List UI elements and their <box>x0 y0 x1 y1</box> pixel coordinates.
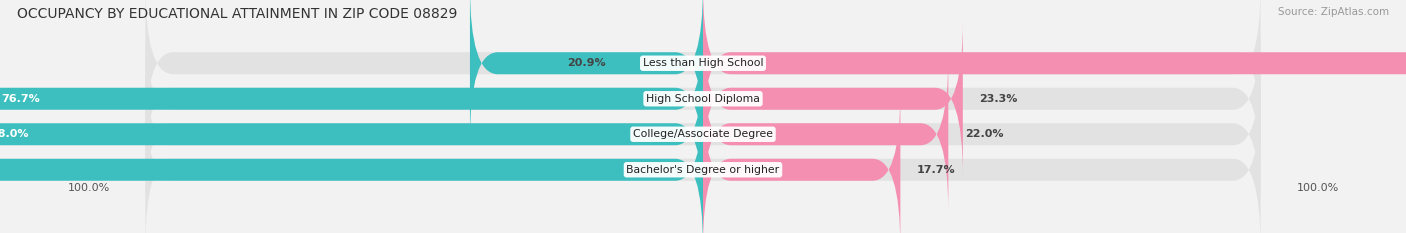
FancyBboxPatch shape <box>0 92 703 233</box>
Text: OCCUPANCY BY EDUCATIONAL ATTAINMENT IN ZIP CODE 08829: OCCUPANCY BY EDUCATIONAL ATTAINMENT IN Z… <box>17 7 457 21</box>
FancyBboxPatch shape <box>703 56 948 212</box>
FancyBboxPatch shape <box>470 0 703 141</box>
Text: 100.0%: 100.0% <box>1296 182 1339 192</box>
Text: Source: ZipAtlas.com: Source: ZipAtlas.com <box>1278 7 1389 17</box>
FancyBboxPatch shape <box>145 92 1261 233</box>
Text: 22.0%: 22.0% <box>965 129 1004 139</box>
Text: College/Associate Degree: College/Associate Degree <box>633 129 773 139</box>
Text: 17.7%: 17.7% <box>917 165 956 175</box>
FancyBboxPatch shape <box>145 56 1261 212</box>
FancyBboxPatch shape <box>145 21 1261 177</box>
Text: 20.9%: 20.9% <box>567 58 606 68</box>
Text: 100.0%: 100.0% <box>67 182 110 192</box>
Text: 78.0%: 78.0% <box>0 129 28 139</box>
Text: 23.3%: 23.3% <box>980 94 1018 104</box>
FancyBboxPatch shape <box>703 0 1406 141</box>
FancyBboxPatch shape <box>0 56 703 212</box>
FancyBboxPatch shape <box>0 21 703 177</box>
FancyBboxPatch shape <box>703 92 900 233</box>
Text: Less than High School: Less than High School <box>643 58 763 68</box>
FancyBboxPatch shape <box>145 0 1261 141</box>
Text: High School Diploma: High School Diploma <box>647 94 759 104</box>
Text: Bachelor's Degree or higher: Bachelor's Degree or higher <box>627 165 779 175</box>
Text: 76.7%: 76.7% <box>1 94 41 104</box>
FancyBboxPatch shape <box>703 21 963 177</box>
